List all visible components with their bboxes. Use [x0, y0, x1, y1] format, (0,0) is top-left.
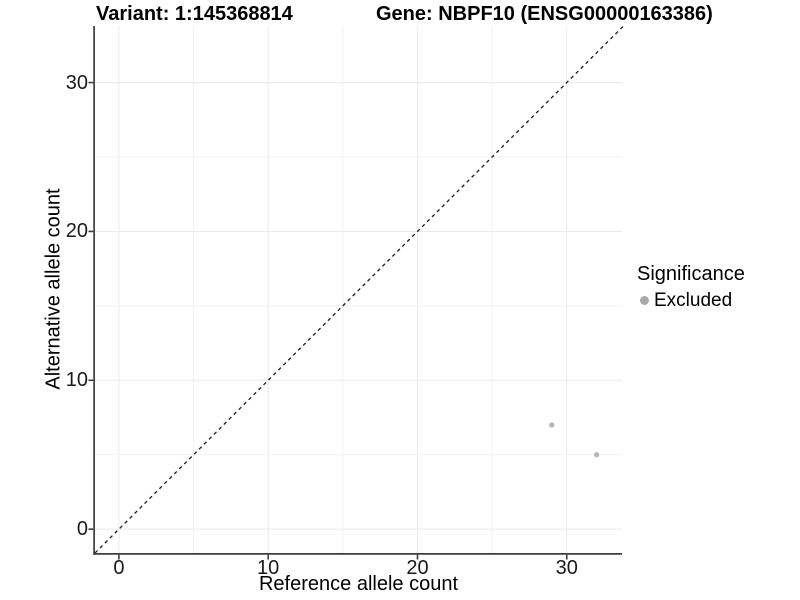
x-tick-label: 0	[113, 557, 125, 579]
plot-title-gene: Gene: NBPF10 (ENSG00000163386)	[376, 3, 713, 25]
legend-key-dot-icon	[640, 296, 649, 305]
plot-panel	[88, 25, 624, 560]
x-tick-label: 30	[555, 557, 578, 579]
y-tick-label: 10	[65, 369, 88, 392]
x-axis-title: Reference allele count	[258, 573, 458, 595]
data-point	[549, 422, 555, 428]
y-tick-label: 0	[76, 518, 88, 541]
plot-canvas	[88, 25, 624, 560]
y-tick-label: 30	[65, 71, 88, 94]
x-tick-label: 20	[406, 557, 429, 579]
legend-entries: Excluded	[637, 289, 745, 312]
plot-title-variant: Variant: 1:145368814	[96, 3, 293, 25]
legend-entry-label: Excluded	[654, 289, 733, 311]
legend: Significance Excluded	[637, 263, 745, 312]
legend-title: Significance	[637, 263, 745, 285]
legend-entry: Excluded	[640, 289, 745, 312]
x-tick-label: 10	[257, 557, 280, 579]
y-tick-label: 20	[65, 220, 88, 243]
data-point	[594, 452, 600, 458]
y-axis-title: Alternative allele count	[42, 188, 65, 390]
identity-line	[94, 25, 624, 554]
